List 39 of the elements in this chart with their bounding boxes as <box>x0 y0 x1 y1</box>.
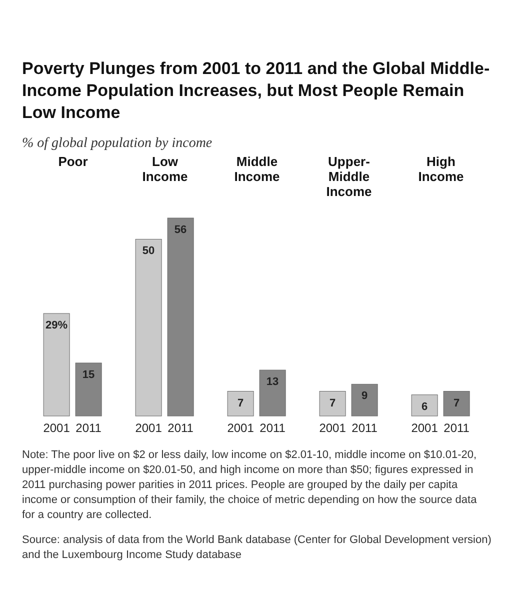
data-label: 7 <box>329 397 336 410</box>
x-tick-label: Low Income <box>142 154 188 184</box>
series-label: 2011 <box>76 421 102 435</box>
x-tick-label: Upper-Middle Income <box>326 154 372 199</box>
text: 2011 <box>168 421 194 435</box>
bar <box>135 238 162 416</box>
text: 2001 <box>227 421 254 435</box>
data-label: 50 <box>142 245 155 258</box>
text: 2001 <box>411 421 438 435</box>
bar <box>75 362 102 416</box>
text: 2011 <box>444 421 470 435</box>
bar <box>43 313 70 416</box>
bar <box>259 370 286 416</box>
x-tick-label: High Income <box>418 154 464 184</box>
x-tick-label: Middle Income <box>234 154 280 184</box>
data-label: 13 <box>266 376 279 388</box>
data-label: 15 <box>82 368 95 381</box>
text: 2001 <box>319 421 346 435</box>
chart-subtitle: % of global population by income <box>22 136 212 151</box>
data-label: 56 <box>174 224 187 236</box>
data-label: 29% <box>46 319 68 332</box>
data-label: 9 <box>361 390 368 402</box>
series-label: 2001 <box>43 421 70 435</box>
text: 2011 <box>352 421 378 435</box>
data-label: 7 <box>453 397 460 410</box>
bar <box>167 218 194 416</box>
text: Note: The poor live on $2 or less daily, low income on $2.01-10, middle income on $10.01-20, upper-middle income on $20.01-50, and high income on more than $50; figures expressed in 2011 purchasing power parities in 2011 prices. People are grouped by the daily per capita income or consumption of their family, the choice of metric depending on how the source data for a country are collected. <box>22 449 477 521</box>
bar <box>351 384 378 416</box>
x-tick-label: Poor <box>58 154 88 169</box>
chart-title: Poverty Plunges from 2001 to 2011 and the Global Middle-Income Population Increases, but Most People Remain Low Income <box>22 59 490 122</box>
bar <box>319 391 346 416</box>
bar <box>227 391 254 416</box>
text: 2011 <box>260 421 286 435</box>
data-label: 7 <box>237 397 244 410</box>
source-note: Source: analysis of data from the World Bank database (Center for Global Development version) and the Luxembourg Income Study database <box>22 534 492 561</box>
data-label: 6 <box>421 400 428 413</box>
bar <box>411 394 438 416</box>
text: 2001 <box>135 421 162 435</box>
bar <box>443 391 470 416</box>
